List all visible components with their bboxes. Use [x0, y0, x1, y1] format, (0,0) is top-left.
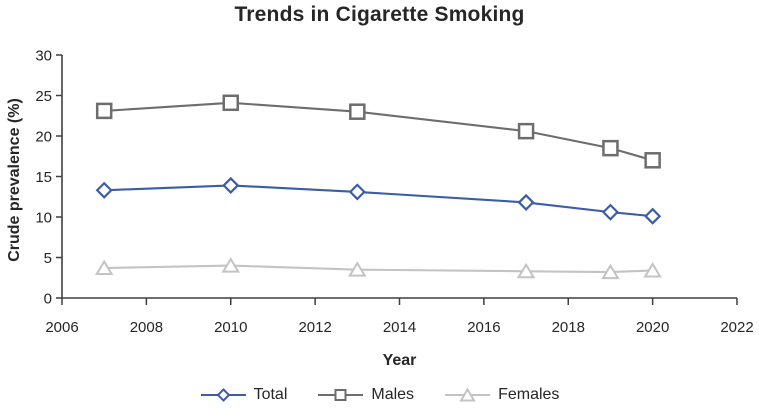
data-point-diamond	[348, 183, 366, 201]
x-tick-label: 2006	[45, 319, 78, 336]
x-tick-label: 2014	[383, 319, 416, 336]
x-tick-label: 2012	[298, 319, 331, 336]
y-tick-label: 5	[44, 250, 52, 267]
data-point-triangle	[643, 262, 662, 278]
legend: Total Males Females	[0, 386, 759, 404]
data-point-diamond	[222, 176, 240, 194]
y-tick-label: 20	[35, 129, 52, 146]
y-tick-label: 25	[35, 88, 52, 105]
data-point-triangle	[516, 262, 536, 279]
total-diamond-marker-icon	[200, 388, 246, 402]
legend-item-females: Females	[444, 386, 559, 404]
y-tick-label: 30	[35, 48, 52, 65]
x-tick-label: 2016	[467, 319, 500, 336]
series-line-total	[104, 184, 653, 218]
data-point-square	[517, 122, 535, 140]
series-line-females	[104, 264, 653, 274]
legend-label-total: Total	[253, 386, 288, 403]
data-point-square	[95, 102, 113, 120]
data-point-square	[644, 152, 661, 169]
data-point-triangle	[221, 257, 241, 273]
y-tick-label: 0	[44, 291, 52, 308]
x-tick-label: 2018	[552, 319, 585, 336]
data-point-diamond	[601, 203, 619, 221]
females-triangle-marker-icon	[445, 387, 491, 402]
data-point-diamond	[644, 207, 662, 225]
legend-label-females: Females	[498, 386, 560, 403]
data-point-square	[602, 139, 619, 157]
data-point-diamond	[517, 193, 535, 211]
y-tick-label: 10	[35, 210, 52, 227]
x-tick-label: 2022	[720, 319, 753, 336]
data-point-triangle	[348, 261, 367, 277]
x-tick-label: 2008	[130, 319, 163, 336]
y-tick-label: 15	[35, 169, 52, 186]
data-point-triangle	[94, 259, 114, 276]
data-point-square	[349, 103, 366, 120]
x-tick-label: 2020	[636, 319, 669, 336]
data-point-triangle	[601, 263, 620, 280]
series-line-males	[104, 101, 653, 162]
y-axis-label: Crude prevalence (%)	[6, 98, 23, 262]
data-point-diamond	[95, 181, 113, 199]
legend-label-males: Males	[371, 386, 415, 403]
x-axis-label: Year	[382, 352, 417, 369]
data-point-square	[222, 94, 239, 112]
chart-title: Trends in Cigarette Smoking	[234, 3, 525, 26]
x-tick-label: 2010	[214, 319, 247, 336]
males-square-marker-icon	[318, 389, 364, 401]
legend-item-males: Males	[317, 386, 414, 404]
legend-item-total: Total	[200, 386, 288, 404]
